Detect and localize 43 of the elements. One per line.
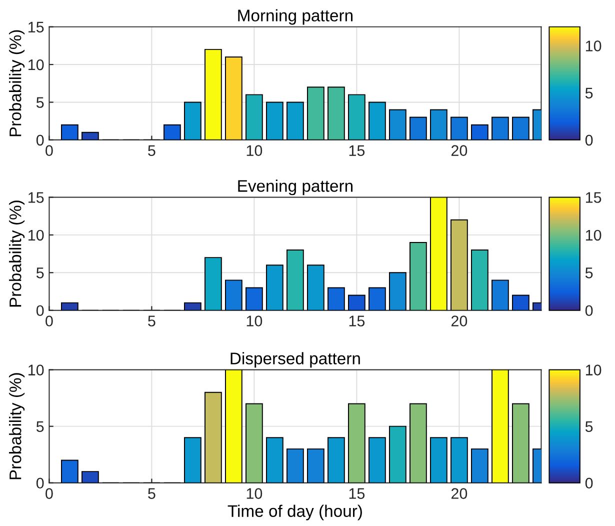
color-bar-label: 5: [585, 268, 593, 278]
x-tick-label: 10: [246, 145, 262, 156]
x-tick-label: 5: [148, 316, 156, 326]
y-tick-label: 10: [28, 364, 44, 376]
x-axis-title: Time of day (hour): [228, 504, 362, 520]
y-tick-label: 10: [28, 59, 44, 70]
x-tick-label: 5: [148, 145, 156, 156]
color-bar-label: 0: [585, 478, 593, 489]
chart-title: Dispersed pattern: [230, 352, 360, 368]
x-tick-label: 15: [349, 145, 365, 156]
color-bar-label: 0: [585, 134, 593, 146]
x-tick-label: 15: [349, 316, 365, 326]
chart-title: Morning pattern: [238, 9, 352, 25]
x-tick-label: 20: [451, 145, 468, 156]
x-tick-label: 0: [46, 316, 53, 326]
y-tick-label: 10: [28, 230, 44, 241]
x-tick-label: 0: [46, 488, 53, 499]
x-tick-label: 20: [451, 488, 468, 499]
y-tick-label: 0: [36, 305, 44, 316]
y-tick-label: 0: [36, 478, 44, 489]
x-tick-label: 5: [148, 488, 156, 499]
x-tick-label: 10: [246, 316, 262, 326]
y-tick-label: 5: [36, 97, 44, 108]
x-tick-label: 15: [349, 488, 365, 499]
color-bar-label: 10: [586, 364, 602, 376]
y-tick-label: 0: [36, 134, 44, 146]
x-tick-label: 10: [246, 488, 262, 499]
x-tick-label: 20: [451, 316, 468, 326]
color-bar-label: 15: [586, 192, 602, 203]
y-axis-title: Probability (%): [9, 200, 25, 307]
chart-title: Evening pattern: [238, 180, 352, 196]
color-bar-label: 10: [586, 230, 602, 241]
y-tick-label: 15: [28, 22, 44, 33]
color-bar-label: 0: [585, 305, 593, 316]
color-bar-label: 5: [585, 88, 593, 98]
y-tick-label: 5: [36, 421, 44, 432]
y-tick-label: 15: [28, 192, 44, 203]
x-tick-label: 0: [46, 145, 53, 156]
y-tick-label: 5: [36, 268, 44, 278]
color-bar-label: 5: [585, 421, 593, 432]
y-axis-title: Probability (%): [9, 373, 25, 480]
color-bar-label: 10: [586, 40, 602, 52]
y-axis-title: Probability (%): [9, 30, 25, 136]
